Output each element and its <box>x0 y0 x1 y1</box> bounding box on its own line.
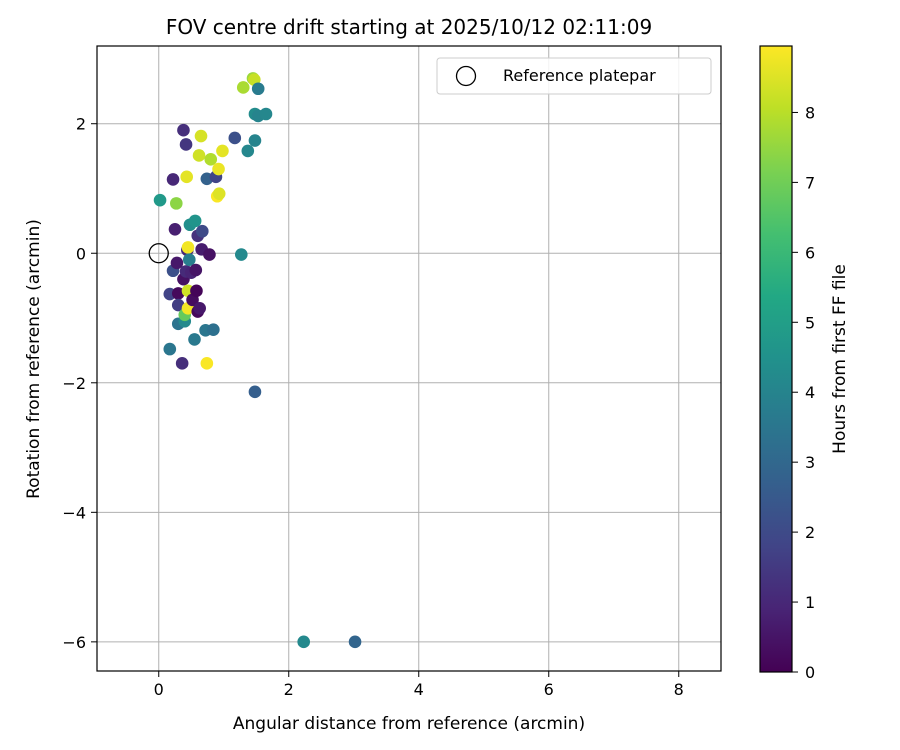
colorbar: 0 1 2 3 4 5 6 7 8 Hours from first FF file <box>759 45 850 682</box>
y-axis-label: Rotation from reference (arcmin) <box>24 219 44 499</box>
scatter-point <box>188 214 202 228</box>
scatter-point <box>241 144 255 158</box>
legend-label: Reference platepar <box>503 66 656 85</box>
scatter-point <box>297 635 311 649</box>
scatter-point <box>153 193 167 207</box>
plot-frame <box>96 45 722 672</box>
scatter-point <box>203 248 216 261</box>
colorbar-tick-label: 0 <box>805 663 815 682</box>
scatter-point <box>251 82 265 96</box>
colorbar-tick-label: 7 <box>805 173 815 192</box>
scatter-point <box>168 222 182 236</box>
x-tick-label: 6 <box>544 680 554 699</box>
scatter-point <box>179 138 193 151</box>
scatter-point <box>190 284 203 298</box>
reference-platepar-marker <box>148 243 169 264</box>
y-tick-label: 2 <box>76 115 86 134</box>
colorbar-tick-label: 1 <box>805 593 815 612</box>
legend-reference-marker <box>455 65 477 87</box>
colorbar-tick-label: 4 <box>805 383 815 402</box>
colorbar-gradient <box>759 45 793 673</box>
scatter-point <box>348 635 362 649</box>
scatter-point <box>171 287 185 300</box>
scatter-point <box>180 170 193 184</box>
scatter-point <box>163 342 177 356</box>
scatter-point <box>192 149 206 162</box>
y-tick-label: −2 <box>62 374 86 393</box>
scatter-point <box>175 357 189 370</box>
scatter-point <box>212 162 225 176</box>
scatter-point <box>193 302 206 315</box>
scatter-point <box>212 187 226 200</box>
reference-marker-layer <box>148 243 169 264</box>
scatter-point <box>236 81 250 94</box>
scatter-point <box>170 256 184 270</box>
scatter-point <box>259 107 273 121</box>
scatter-point <box>248 385 262 399</box>
scatter-point <box>228 131 242 145</box>
colorbar-tick-label: 5 <box>805 313 815 332</box>
x-tick-label: 8 <box>674 680 684 699</box>
x-axis-label: Angular distance from reference (arcmin) <box>233 714 585 734</box>
scatter-point <box>200 357 214 370</box>
scatter-point <box>177 123 190 137</box>
scatter-point <box>188 333 201 346</box>
scatter-point <box>248 134 262 147</box>
axis-ticks: 0 2 4 6 8 −6 −4 −2 0 2 <box>62 115 683 699</box>
scatter-point <box>194 129 208 143</box>
colorbar-tick-label: 2 <box>805 523 815 542</box>
scatter-point <box>181 241 195 254</box>
colorbar-tick-label: 8 <box>805 103 815 122</box>
legend: Reference platepar <box>436 57 712 95</box>
colorbar-tick-label: 6 <box>805 243 815 262</box>
scatter-point <box>204 153 218 166</box>
scatter-point <box>183 253 196 267</box>
y-tick-label: −6 <box>62 633 86 652</box>
scatter-point <box>216 144 229 158</box>
legend-box <box>436 57 712 95</box>
scatter-point <box>171 298 185 312</box>
scatter-point <box>196 224 209 238</box>
x-tick-label: 2 <box>284 680 294 699</box>
y-tick-label: −4 <box>62 503 86 522</box>
scatter-point <box>166 173 180 186</box>
scatter-point <box>207 323 220 336</box>
colorbar-tick-label: 3 <box>805 453 815 472</box>
scatter-point <box>189 263 203 277</box>
data-points <box>153 72 362 649</box>
y-tick-label: 0 <box>76 244 86 263</box>
x-tick-label: 0 <box>154 680 164 699</box>
chart-title: FOV centre drift starting at 2025/10/12 … <box>166 15 652 39</box>
colorbar-label: Hours from first FF file <box>830 264 850 454</box>
colorbar-ticks: 0 1 2 3 4 5 6 7 8 <box>792 103 815 682</box>
x-tick-label: 4 <box>414 680 424 699</box>
scatter-point <box>170 197 183 210</box>
scatter-point <box>235 248 248 261</box>
